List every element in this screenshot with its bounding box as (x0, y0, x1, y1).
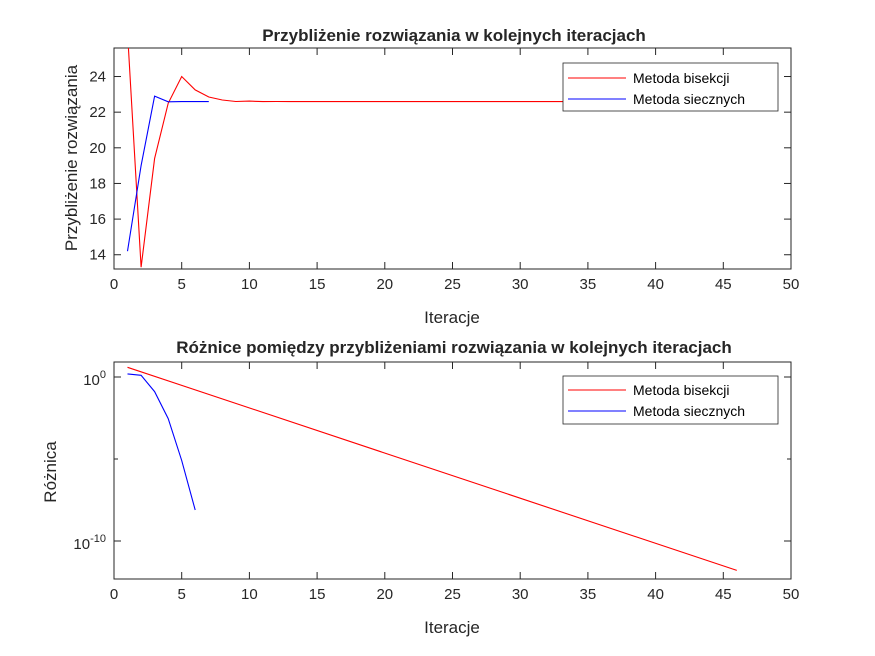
x-tick-label: 50 (783, 276, 800, 293)
y-tick-label-1e-10: 10-10 (73, 533, 106, 553)
x-axis-label: Iteracje (424, 618, 480, 637)
y-axis-label: Przybliżenie rozwiązania (62, 64, 81, 251)
series-line-siecznych (127, 373, 196, 511)
x-tick-label: 20 (376, 276, 393, 293)
plot-approximation: Przybliżenie rozwiązania w kolejnych ite… (62, 26, 799, 327)
y-tick-label: 16 (89, 211, 106, 228)
legend-box (562, 375, 779, 425)
x-tick-label: 45 (715, 276, 732, 293)
x-tick-label: 15 (309, 276, 326, 293)
plot-title: Różnice pomiędzy przybliżeniami rozwiąza… (176, 338, 732, 357)
series-line-bisekcji (127, 366, 737, 571)
series-lines (127, 366, 737, 571)
legend: Metoda bisekcji Metoda siecznych (562, 62, 779, 112)
legend-label-bisekcji: Metoda bisekcji (633, 382, 730, 398)
x-tick-label: 25 (444, 586, 461, 603)
x-tick-label: 0 (110, 276, 118, 293)
x-tick-label: 0 (110, 586, 118, 603)
plot-differences: Różnice pomiędzy przybliżeniami rozwiąza… (41, 338, 799, 637)
legend-label-siecznych: Metoda siecznych (633, 403, 745, 419)
x-tick-label: 30 (512, 276, 529, 293)
x-tick-label: 40 (647, 586, 664, 603)
x-tick-label: 50 (783, 586, 800, 603)
legend-label-bisekcji: Metoda bisekcji (633, 70, 730, 86)
x-tick-label: 20 (376, 586, 393, 603)
y-axis: 14 16 18 20 22 24 (89, 69, 791, 264)
legend-label-siecznych: Metoda siecznych (633, 91, 745, 107)
x-tick-label: 25 (444, 276, 461, 293)
x-tick-label: 35 (580, 276, 597, 293)
x-axis: 0 5 10 15 20 25 30 35 40 45 50 (110, 48, 800, 293)
x-axis: 0 5 10 15 20 25 30 35 40 45 50 (110, 362, 800, 603)
y-tick-label-1e0: 100 (83, 369, 106, 389)
x-tick-label: 5 (178, 586, 186, 603)
y-tick-label: 20 (89, 140, 106, 157)
series-line-siecznych (126, 95, 209, 252)
x-tick-label: 30 (512, 586, 529, 603)
plot-title: Przybliżenie rozwiązania w kolejnych ite… (262, 26, 646, 45)
x-tick-label: 5 (178, 276, 186, 293)
x-tick-label: 10 (241, 276, 258, 293)
y-tick-label: 22 (89, 104, 106, 121)
y-tick-label: 24 (89, 69, 106, 86)
legend: Metoda bisekcji Metoda siecznych (562, 375, 779, 425)
x-tick-label: 10 (241, 586, 258, 603)
x-tick-label: 35 (580, 586, 597, 603)
y-tick-label: 18 (89, 175, 106, 192)
x-axis-label: Iteracje (424, 308, 480, 327)
x-tick-label: 40 (647, 276, 664, 293)
y-axis-label: Różnica (41, 441, 60, 503)
x-tick-label: 15 (309, 586, 326, 603)
x-tick-label: 45 (715, 586, 732, 603)
y-tick-label: 14 (89, 247, 106, 264)
legend-box (562, 62, 779, 112)
